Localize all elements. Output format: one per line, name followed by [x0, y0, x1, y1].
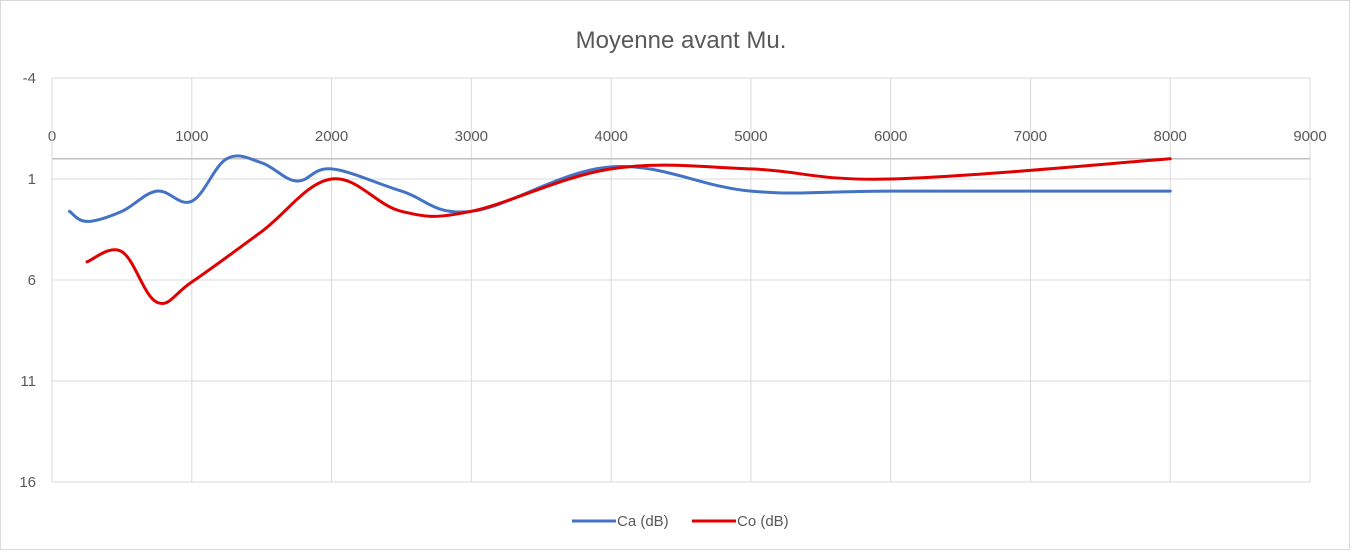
y-tick-label: -4	[23, 70, 36, 87]
x-tick-label: 5000	[734, 128, 767, 145]
series-line-ca	[67, 154, 1172, 223]
x-tick-label: 3000	[455, 128, 488, 145]
series-line-co	[85, 157, 1172, 305]
x-tick-label: 1000	[175, 128, 208, 145]
x-tick-label: 4000	[594, 128, 627, 145]
legend-label: Co (dB)	[737, 513, 789, 530]
x-tick-label: 7000	[1014, 128, 1047, 145]
legend-label: Ca (dB)	[617, 513, 669, 530]
grid-layer	[51, 77, 1311, 483]
x-tick-label: 8000	[1154, 128, 1187, 145]
series-layer	[67, 154, 1172, 305]
y-tick-label: 16	[19, 474, 36, 491]
legend: Ca (dB) Co (dB)	[572, 513, 789, 530]
x-tick-label: 2000	[315, 128, 348, 145]
x-tick-label: 9000	[1293, 128, 1326, 145]
y-tick-label: 6	[28, 272, 36, 289]
y-tick-label: 1	[28, 171, 36, 188]
x-tick-label: 6000	[874, 128, 907, 145]
chart-title: Moyenne avant Mu.	[576, 27, 787, 54]
y-tick-label: 11	[20, 373, 36, 390]
